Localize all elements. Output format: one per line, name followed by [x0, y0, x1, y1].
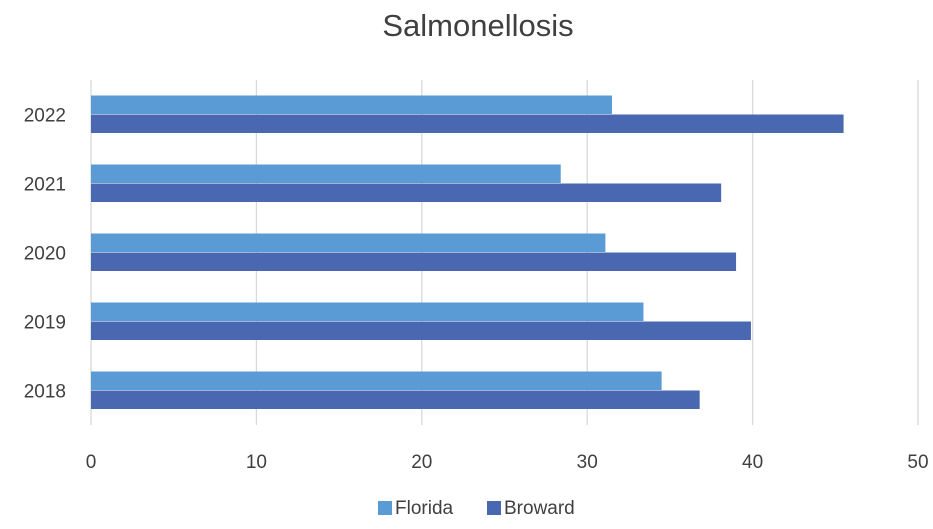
bar-florida-2021: [91, 164, 561, 183]
legend-label-broward: Broward: [504, 498, 575, 519]
x-tick-label: 0: [86, 452, 97, 473]
x-axis-tick-labels: 0 10 20 30 40 50: [86, 452, 929, 473]
bar-broward-2019: [91, 321, 751, 340]
x-tick-label: 40: [742, 452, 763, 473]
bar-florida-2019: [91, 302, 644, 321]
x-tick-label: 50: [907, 452, 928, 473]
bars: [91, 95, 844, 409]
chart-title: Salmonellosis: [382, 8, 573, 43]
x-tick-label: 20: [411, 452, 432, 473]
y-category-label: 2022: [24, 106, 66, 127]
bar-broward-2021: [91, 183, 722, 202]
y-axis-category-labels: 2018 2019 2020 2021 2022: [24, 106, 66, 403]
bar-broward-2022: [91, 114, 844, 133]
y-category-label: 2020: [24, 244, 66, 265]
bar-broward-2018: [91, 390, 700, 409]
bar-florida-2020: [91, 233, 606, 252]
x-tick-label: 30: [577, 452, 598, 473]
legend-swatch-broward: [487, 501, 501, 515]
y-category-label: 2018: [24, 382, 66, 403]
x-tick-label: 10: [246, 452, 267, 473]
bar-florida-2018: [91, 371, 662, 390]
bar-broward-2020: [91, 252, 737, 271]
legend: Florida Broward: [378, 498, 575, 519]
y-category-label: 2021: [24, 175, 66, 196]
bar-florida-2022: [91, 95, 613, 114]
y-category-label: 2019: [24, 313, 66, 334]
legend-swatch-florida: [378, 501, 392, 515]
legend-label-florida: Florida: [395, 498, 454, 519]
